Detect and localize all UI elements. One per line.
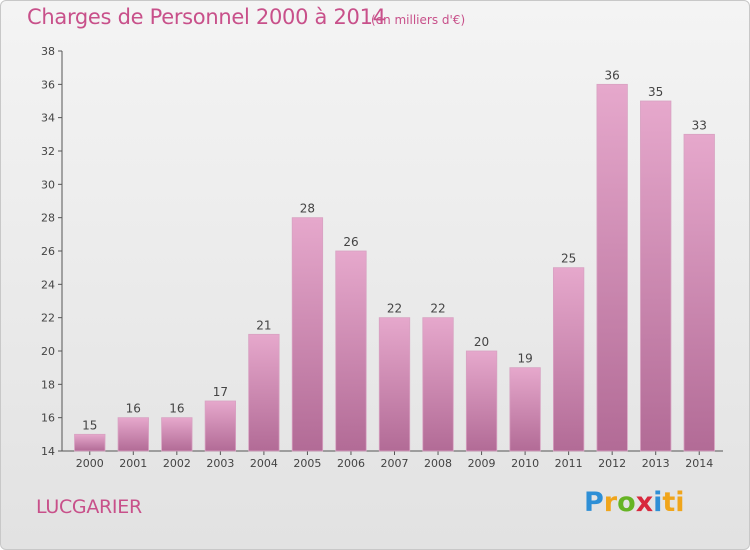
commune-name: LUCGARIER [36, 496, 142, 518]
x-tick-label: 2013 [642, 457, 670, 470]
y-tick-label: 24 [41, 278, 55, 291]
data-label: 28 [300, 202, 315, 216]
bar [422, 317, 454, 452]
chart-axes: 14 16 18 20 22 24 26 28 30 32 34 36 38 2000 2001 2002 20… [41, 45, 723, 470]
x-tick-label: 2003 [206, 457, 234, 470]
bar [596, 83, 628, 452]
bar [291, 217, 324, 452]
y-tick-label: 26 [41, 245, 55, 258]
y-tick-label: 32 [41, 145, 55, 158]
y-tick-label: 30 [41, 178, 55, 191]
y-tick-label: 18 [41, 378, 55, 391]
data-label: 36 [605, 68, 620, 82]
data-label: 16 [126, 402, 141, 416]
bar [640, 100, 672, 452]
y-tick-label: 20 [41, 345, 55, 358]
data-label: 19 [517, 352, 532, 366]
x-tick-label: 2010 [511, 457, 539, 470]
bar [465, 350, 498, 452]
bar [248, 333, 280, 452]
bar [74, 433, 106, 452]
chart-data-labels: 15 16 16 17 21 28 26 22 22 20 19 25 36 35 33 [82, 68, 707, 432]
logo-letter: o [617, 487, 636, 518]
bar [204, 400, 237, 452]
y-tick-label: 16 [41, 412, 55, 425]
logo-letter: P [584, 487, 604, 518]
data-label: 21 [256, 318, 271, 332]
x-tick-label: 2005 [293, 457, 321, 470]
x-tick-label: 2006 [337, 457, 365, 470]
bar [378, 317, 411, 452]
data-label: 35 [648, 85, 663, 99]
x-tick-label: 2009 [468, 457, 496, 470]
x-tick-label: 2000 [76, 457, 104, 470]
chart-subtitle: (en milliers d'€) [371, 13, 466, 27]
data-label: 22 [387, 302, 402, 316]
x-tick-label: 2004 [250, 457, 278, 470]
logo-letter: r [603, 487, 618, 518]
bar [552, 267, 585, 452]
x-tick-label: 2011 [555, 457, 583, 470]
y-tick-label: 36 [41, 78, 55, 91]
x-tick-label: 2012 [598, 457, 626, 470]
y-tick-label: 14 [41, 445, 55, 458]
data-label: 25 [561, 252, 576, 266]
logo-letter: x [635, 487, 654, 518]
x-tick-label: 2001 [119, 457, 147, 470]
bar [161, 417, 193, 452]
x-tick-label: 2007 [381, 457, 409, 470]
proxiti-logo: Proxiti [584, 487, 685, 518]
logo-letter: ti [662, 487, 685, 518]
x-tick-label: 2008 [424, 457, 452, 470]
data-label: 22 [430, 302, 445, 316]
x-tick-label: 2002 [163, 457, 191, 470]
data-label: 16 [169, 402, 184, 416]
y-tick-label: 22 [41, 312, 55, 325]
logo-letter: i [653, 487, 663, 518]
bar [683, 133, 715, 452]
bar [117, 417, 149, 452]
data-label: 33 [692, 118, 707, 132]
x-tick-label: 2014 [685, 457, 713, 470]
bar [335, 250, 367, 452]
y-tick-label: 28 [41, 212, 55, 225]
data-label: 15 [82, 418, 97, 432]
y-tick-label: 34 [41, 112, 55, 125]
chart-bars [74, 83, 715, 452]
data-label: 20 [474, 335, 489, 349]
data-label: 17 [213, 385, 228, 399]
data-label: 26 [343, 235, 358, 249]
bar [509, 367, 541, 452]
y-tick-label: 38 [41, 45, 55, 58]
chart-title: Charges de Personnel 2000 à 2014 [27, 5, 386, 29]
